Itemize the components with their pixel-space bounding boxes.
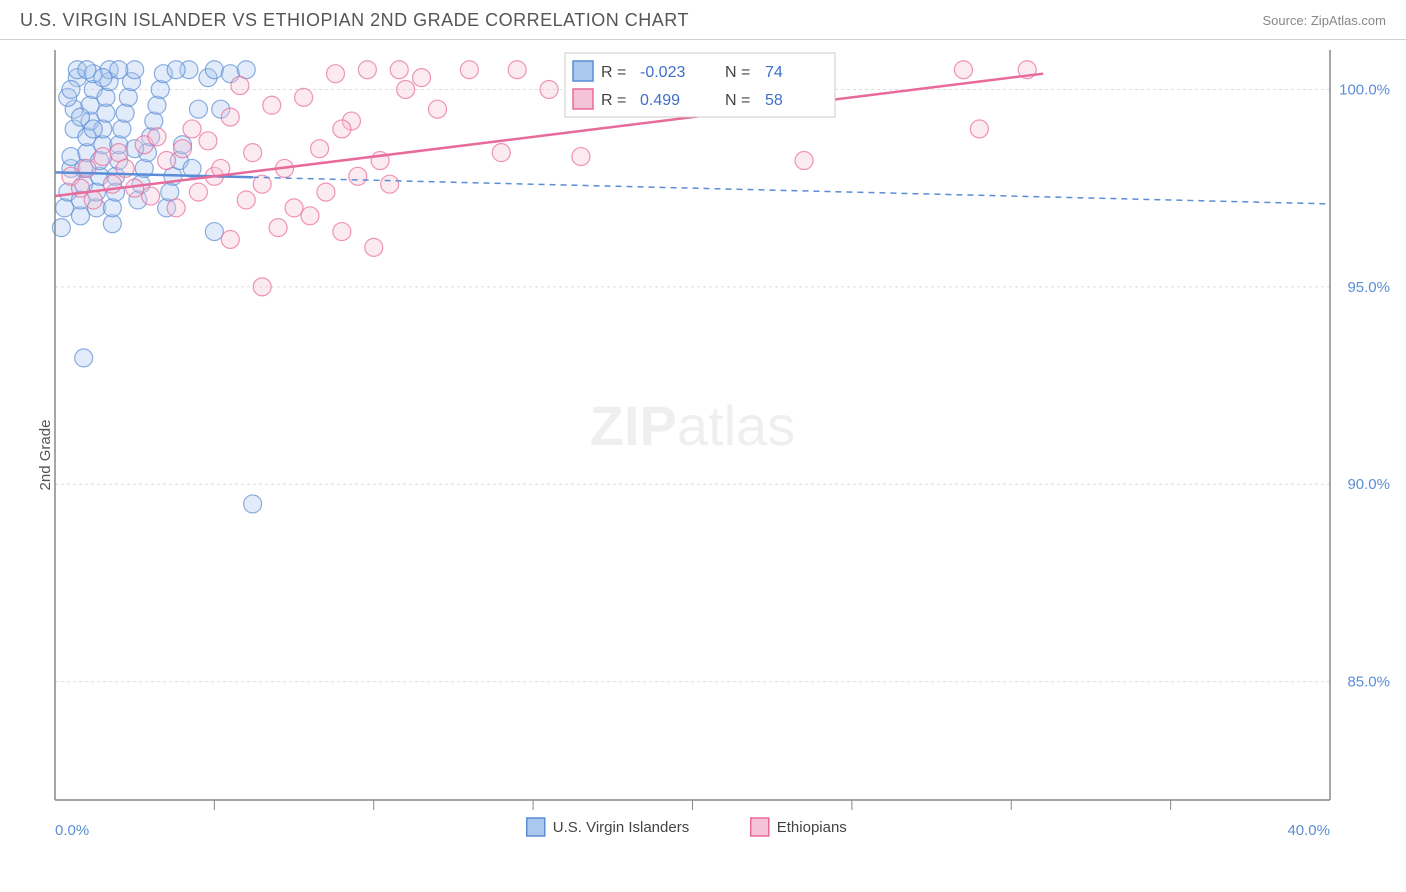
chart-header: U.S. VIRGIN ISLANDER VS ETHIOPIAN 2ND GR… bbox=[0, 0, 1406, 40]
source-label: Source: bbox=[1262, 13, 1310, 28]
svg-text:N =: N = bbox=[725, 64, 750, 81]
scatter-chart: ZIPatlas 0.0% 40.0% 85.0% 90.0% 95.0% 100.0% R … bbox=[0, 40, 1406, 870]
svg-text:-0.023: -0.023 bbox=[640, 64, 685, 81]
svg-text:0.0%: 0.0% bbox=[55, 822, 89, 839]
svg-text:N =: N = bbox=[725, 92, 750, 109]
svg-text:R =: R = bbox=[601, 92, 626, 109]
chart-container: 2nd Grade ZIPatlas 0.0% 40.0% 85.0% 90.0% 95.… bbox=[0, 40, 1406, 870]
svg-text:85.0%: 85.0% bbox=[1347, 674, 1390, 691]
svg-text:100.0%: 100.0% bbox=[1339, 81, 1390, 98]
svg-text:R =: R = bbox=[601, 64, 626, 81]
svg-text:40.0%: 40.0% bbox=[1287, 822, 1330, 839]
svg-text:74: 74 bbox=[765, 64, 783, 81]
chart-title: U.S. VIRGIN ISLANDER VS ETHIOPIAN 2ND GR… bbox=[20, 10, 689, 31]
svg-text:58: 58 bbox=[765, 92, 783, 109]
svg-text:0.499: 0.499 bbox=[640, 92, 680, 109]
source-link[interactable]: ZipAtlas.com bbox=[1311, 13, 1386, 28]
svg-text:90.0%: 90.0% bbox=[1347, 476, 1390, 493]
svg-text:95.0%: 95.0% bbox=[1347, 279, 1390, 296]
svg-text:Ethiopians: Ethiopians bbox=[777, 819, 847, 836]
svg-text:U.S. Virgin Islanders: U.S. Virgin Islanders bbox=[553, 819, 689, 836]
y-axis-label: 2nd Grade bbox=[37, 420, 54, 491]
svg-text:ZIPatlas: ZIPatlas bbox=[590, 394, 795, 457]
source-attribution: Source: ZipAtlas.com bbox=[1262, 13, 1386, 28]
